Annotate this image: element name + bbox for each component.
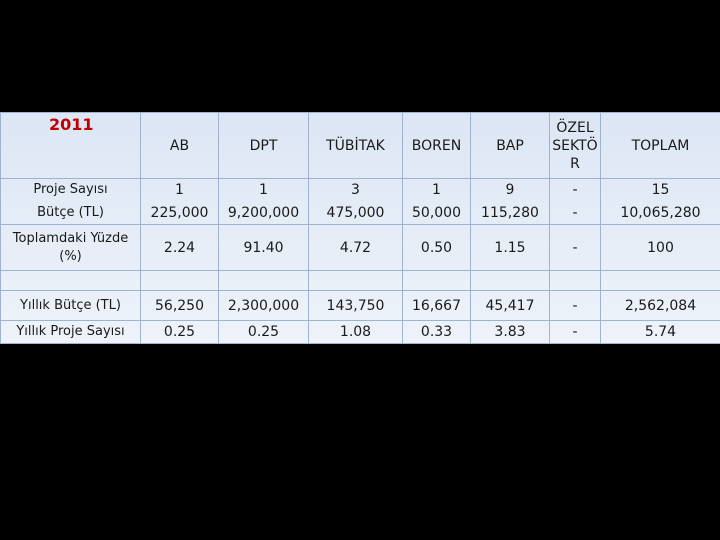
- header-corner: 2011: [0, 112, 141, 179]
- table-cell: 100: [600, 224, 720, 271]
- table-cell: 10,065,280: [600, 201, 720, 225]
- table-cell: 1.08: [308, 320, 403, 344]
- row-label: Yıllık Bütçe (TL): [0, 290, 141, 321]
- data-table: 2011 AB DPT TÜBİTAK BOREN BAP ÖZEL SEKTÖR TOPLA…: [0, 112, 720, 344]
- empty-cell: [600, 270, 720, 291]
- row-label: Toplamdaki Yüzde (%): [0, 224, 141, 271]
- table-cell: 2,562,084: [600, 290, 720, 321]
- empty-cell: [218, 270, 309, 291]
- row-label: Proje Sayısı: [0, 178, 141, 202]
- table-cell: 4.72: [308, 224, 403, 271]
- column-header: AB: [140, 112, 219, 179]
- table-cell: -: [549, 201, 601, 225]
- table-cell: 115,280: [470, 201, 550, 225]
- table-cell: -: [549, 320, 601, 344]
- table-row: Yıllık Bütçe (TL) 56,250 2,300,000 143,750 1…: [0, 290, 720, 321]
- table-cell: -: [549, 178, 601, 202]
- table-cell: 0.33: [402, 320, 471, 344]
- spacer-row: [0, 270, 720, 291]
- empty-cell: [308, 270, 403, 291]
- table-cell: 56,250: [140, 290, 219, 321]
- table-cell: -: [549, 290, 601, 321]
- table-cell: 1: [140, 178, 219, 202]
- empty-cell: [140, 270, 219, 291]
- table-cell: 2.24: [140, 224, 219, 271]
- table-cell: 5.74: [600, 320, 720, 344]
- row-label: Bütçe (TL): [0, 201, 141, 225]
- empty-cell: [549, 270, 601, 291]
- table-container: 2011 AB DPT TÜBİTAK BOREN BAP ÖZEL SEKTÖR TOPLA…: [0, 112, 720, 344]
- table-cell: 0.25: [140, 320, 219, 344]
- table-cell: 9,200,000: [218, 201, 309, 225]
- table-row: Proje Sayısı 1 1 3 1 9-15: [0, 178, 720, 202]
- empty-cell: [0, 270, 141, 291]
- table-cell: 475,000: [308, 201, 403, 225]
- column-header: BAP: [470, 112, 550, 179]
- table-cell: 1: [218, 178, 309, 202]
- table-cell: 16,667: [402, 290, 471, 321]
- table-cell: 0.50: [402, 224, 471, 271]
- table-cell: 1: [402, 178, 471, 202]
- row-label: Yıllık Proje Sayısı: [0, 320, 141, 344]
- table-cell: 3: [308, 178, 403, 202]
- table-cell: 9: [470, 178, 550, 202]
- year-label: 2011: [49, 115, 94, 134]
- table-cell: 3.83: [470, 320, 550, 344]
- table-cell: 143,750: [308, 290, 403, 321]
- table-cell: -: [549, 224, 601, 271]
- table-cell: 2,300,000: [218, 290, 309, 321]
- table-cell: 0.25: [218, 320, 309, 344]
- header-row: 2011 AB DPT TÜBİTAK BOREN BAP ÖZEL SEKTÖR TOPLA…: [0, 112, 720, 179]
- column-header: TOPLAM: [600, 112, 720, 179]
- table-cell: 45,417: [470, 290, 550, 321]
- table-cell: 91.40: [218, 224, 309, 271]
- table-row: Bütçe (TL) 225,000 9,200,000 475,000 50,000 1…: [0, 201, 720, 225]
- table-row: Yıllık Proje Sayısı 0.25 0.25 1.08 0.33 3.83-…: [0, 320, 720, 344]
- table-cell: 1.15: [470, 224, 550, 271]
- column-header: BOREN: [402, 112, 471, 179]
- empty-cell: [402, 270, 471, 291]
- table-cell: 15: [600, 178, 720, 202]
- column-header: TÜBİTAK: [308, 112, 403, 179]
- column-header: DPT: [218, 112, 309, 179]
- empty-cell: [470, 270, 550, 291]
- table-cell: 50,000: [402, 201, 471, 225]
- table-cell: 225,000: [140, 201, 219, 225]
- table-row: Toplamdaki Yüzde (%) 2.24 91.40 4.72 0.50 1.1…: [0, 224, 720, 271]
- column-header: ÖZEL SEKTÖR: [549, 112, 601, 179]
